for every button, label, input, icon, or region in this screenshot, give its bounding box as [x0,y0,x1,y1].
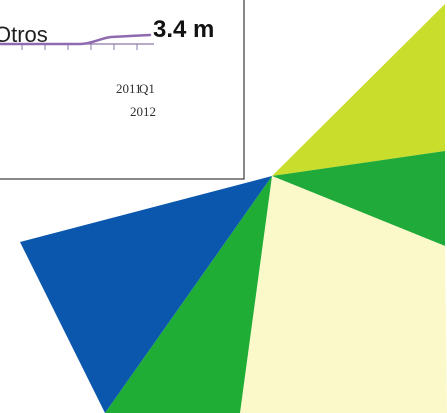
pie-slice-1 [272,4,445,176]
x-tick-label-2011: 2011 [116,81,142,96]
series-line-otros [0,33,152,46]
pie-slice-2 [272,151,445,246]
line-chart-inset: Otros 3.4 m 2011 Q1 2012 [0,0,245,180]
series-end-label: 3.4 m [153,16,214,43]
series-label-otros: Otros [0,22,48,47]
pie-slice-3 [240,176,447,413]
pie-chart [20,4,447,413]
x-tick-label-2012: 2012 [130,104,156,119]
x-tick-label-q1: Q1 [139,81,155,96]
inset-frame [0,0,245,180]
pie-slice-5 [20,176,272,413]
